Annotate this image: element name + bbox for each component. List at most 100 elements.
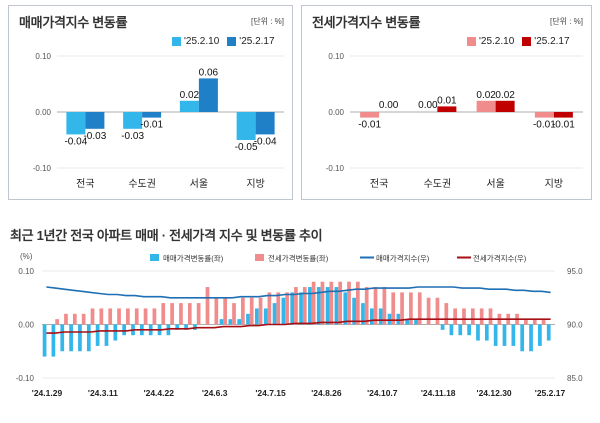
trend-jeonse-bar xyxy=(479,308,484,325)
trend-legend-swatch xyxy=(255,254,264,261)
trend-chart-title: 최근 1년간 전국 아파트 매매 · 전세가격 지수 및 변동률 추이 xyxy=(10,228,323,243)
trend-x-tick: '24.1.29 xyxy=(32,388,63,398)
sale-category-label: 전국 xyxy=(76,178,94,190)
trend-x-tick: '24.8.26 xyxy=(311,388,342,398)
trend-sale-bar xyxy=(387,313,392,325)
trend-right-tick: 85.0 xyxy=(567,374,583,383)
trend-sale-bar xyxy=(166,324,171,336)
trend-jeonse-bar xyxy=(267,292,272,325)
trend-jeonse-bar xyxy=(417,292,422,325)
trend-jeonse-bar xyxy=(205,287,210,325)
jeonse-category-label: 서울 xyxy=(486,178,504,190)
sale-panel-legend: '25.2.10 '25.2.17 xyxy=(172,36,275,47)
jeonse-panel-unit: [단위 : %] xyxy=(550,17,583,26)
trend-jeonse-bar xyxy=(329,281,334,325)
trend-jeonse-bar xyxy=(320,281,325,325)
trend-jeonse-bar xyxy=(409,292,413,325)
trend-sale-bar xyxy=(272,303,277,325)
trend-legend-label: 매매가격변동률(좌) xyxy=(163,253,224,263)
trend-sale-bar xyxy=(502,324,507,346)
jeonse-data-label: 0.00 xyxy=(418,100,438,111)
sale-bar xyxy=(66,112,86,135)
jeonse-bar xyxy=(360,112,380,118)
trend-jeonse-bar xyxy=(302,287,307,325)
jeonse-category-label: 전국 xyxy=(370,178,388,190)
trend-jeonse-bar xyxy=(196,303,201,325)
trend-x-tick: '24.6.3 xyxy=(202,388,228,398)
trend-jeonse-bar xyxy=(347,281,351,325)
jeonse-bar xyxy=(495,100,515,112)
trend-left-axis-label: (%) xyxy=(20,252,33,261)
trend-sale-bar xyxy=(538,324,542,346)
trend-sale-bar xyxy=(546,324,551,341)
sale-bar xyxy=(236,112,256,140)
sale-data-label: -0.04 xyxy=(254,136,277,147)
jeonse-category-label: 수도권 xyxy=(424,178,452,190)
jeonse-bar xyxy=(534,112,554,118)
legend-swatch-sale-curr xyxy=(227,37,237,46)
trend-jeonse-bar xyxy=(161,303,166,325)
sale-panel-title: 매매가격지수 변동률 xyxy=(19,15,128,30)
trend-sale-bar xyxy=(529,324,533,352)
sale-data-label: -0.01 xyxy=(140,120,163,131)
trend-sale-bar xyxy=(396,313,401,325)
sale-category-label: 서울 xyxy=(190,178,208,190)
trend-jeonse-bar xyxy=(64,313,68,325)
trend-sale-bar xyxy=(449,324,454,336)
trend-sale-bar xyxy=(228,319,233,325)
trend-jeonse-bar xyxy=(524,319,528,325)
sale-bar xyxy=(179,100,199,112)
trend-sale-bar xyxy=(184,324,188,330)
trend-jeonse-bar xyxy=(444,303,449,325)
trend-x-tick: '24.12.30 xyxy=(477,388,512,398)
trend-jeonse-bar xyxy=(364,287,369,325)
jeonse-data-label: 0.01 xyxy=(437,95,457,106)
legend-swatch-sale-prev xyxy=(172,37,181,46)
sale-data-label: -0.05 xyxy=(235,142,258,153)
trend-sale-bar xyxy=(95,324,100,346)
sale-bar xyxy=(142,112,162,118)
trend-sale-bar xyxy=(122,324,127,336)
trend-jeonse-bar xyxy=(453,308,457,325)
trend-jeonse-bar xyxy=(355,281,360,325)
trend-sale-bar xyxy=(484,324,489,341)
trend-jeonse-bar xyxy=(223,297,228,325)
trend-jeonse-bar xyxy=(338,281,343,325)
trend-jeonse-bar xyxy=(391,292,396,325)
trend-sale-bar xyxy=(458,324,463,336)
legend-swatch-jeonse-prev xyxy=(467,37,476,46)
jeonse-panel-title: 전세가격지수 변동률 xyxy=(312,15,421,30)
trend-jeonse-bar xyxy=(134,308,139,325)
trend-jeonse-bar xyxy=(382,287,387,325)
legend-sale-prev: '25.2.10 xyxy=(184,36,220,47)
trend-right-tick: 95.0 xyxy=(567,267,583,276)
trend-jeonse-bar xyxy=(258,297,263,325)
trend-jeonse-bar xyxy=(373,287,378,325)
trend-jeonse-bar xyxy=(462,308,466,325)
trend-jeonse-bar xyxy=(311,281,316,325)
jeonse-bar xyxy=(553,112,573,118)
jeonse-data-label: -0.01 xyxy=(358,120,381,131)
sale-bar xyxy=(255,112,275,135)
trend-x-tick: '24.3.11 xyxy=(88,388,118,398)
trend-jeonse-bar xyxy=(276,292,281,325)
sale-bar xyxy=(198,78,218,112)
trend-left-tick: 0.10 xyxy=(18,267,34,276)
legend-sale-curr: '25.2.17 xyxy=(239,36,275,47)
trend-jeonse-bar xyxy=(532,319,537,325)
trend-sale-bar xyxy=(378,308,383,325)
jeonse-bar xyxy=(476,100,496,112)
sale-data-label: 0.06 xyxy=(199,67,219,78)
jeonse-data-label: 0.00 xyxy=(379,100,399,111)
trend-x-tick: '24.7.15 xyxy=(255,388,286,398)
trend-sale-index-line xyxy=(46,286,551,299)
sale-change-chart: 0.100.00-0.10전국-0.04-0.03수도권-0.03-0.01서울… xyxy=(33,52,284,190)
jeonse-category-label: 지방 xyxy=(545,178,563,190)
jeonse-bar xyxy=(437,106,457,112)
jeonse-y-tick: 0.00 xyxy=(328,108,344,117)
trend-jeonse-bar xyxy=(488,308,493,325)
trend-jeonse-bar xyxy=(400,292,404,325)
sale-change-panel: 매매가격지수 변동률 [단위 : %] '25.2.10 '25.2.17 0.… xyxy=(8,5,293,200)
trend-sale-bar xyxy=(51,324,56,357)
trend-sale-bar xyxy=(414,319,418,325)
